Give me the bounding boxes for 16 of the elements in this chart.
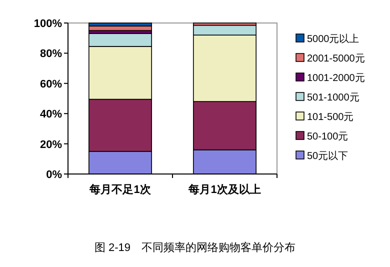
legend-label: 501-1000元 bbox=[307, 92, 360, 104]
y-tick-label: 80% bbox=[40, 48, 62, 60]
legend-label: 5000元以上 bbox=[307, 33, 360, 45]
y-tick-label: 60% bbox=[40, 78, 62, 90]
x-tick-label: 每月不足1次 bbox=[88, 183, 152, 196]
y-tick-label: 40% bbox=[40, 108, 62, 121]
y-tick-label: 100% bbox=[34, 18, 62, 30]
legend-label: 101-500元 bbox=[307, 112, 354, 123]
text: 图 2-19 不同频率的网络购物客单价分布 bbox=[94, 241, 296, 254]
legend-label: 2001-5000元 bbox=[307, 54, 365, 64]
x-tick-label: 每月1次及以上 bbox=[188, 183, 261, 196]
y-tick-label: 0% bbox=[46, 169, 62, 181]
legend-label: 1001-2000元 bbox=[307, 73, 365, 84]
y-tick-label: 20% bbox=[40, 138, 62, 151]
legend-label: 50元以下 bbox=[307, 150, 348, 162]
legend-label: 50-100元 bbox=[307, 132, 348, 142]
